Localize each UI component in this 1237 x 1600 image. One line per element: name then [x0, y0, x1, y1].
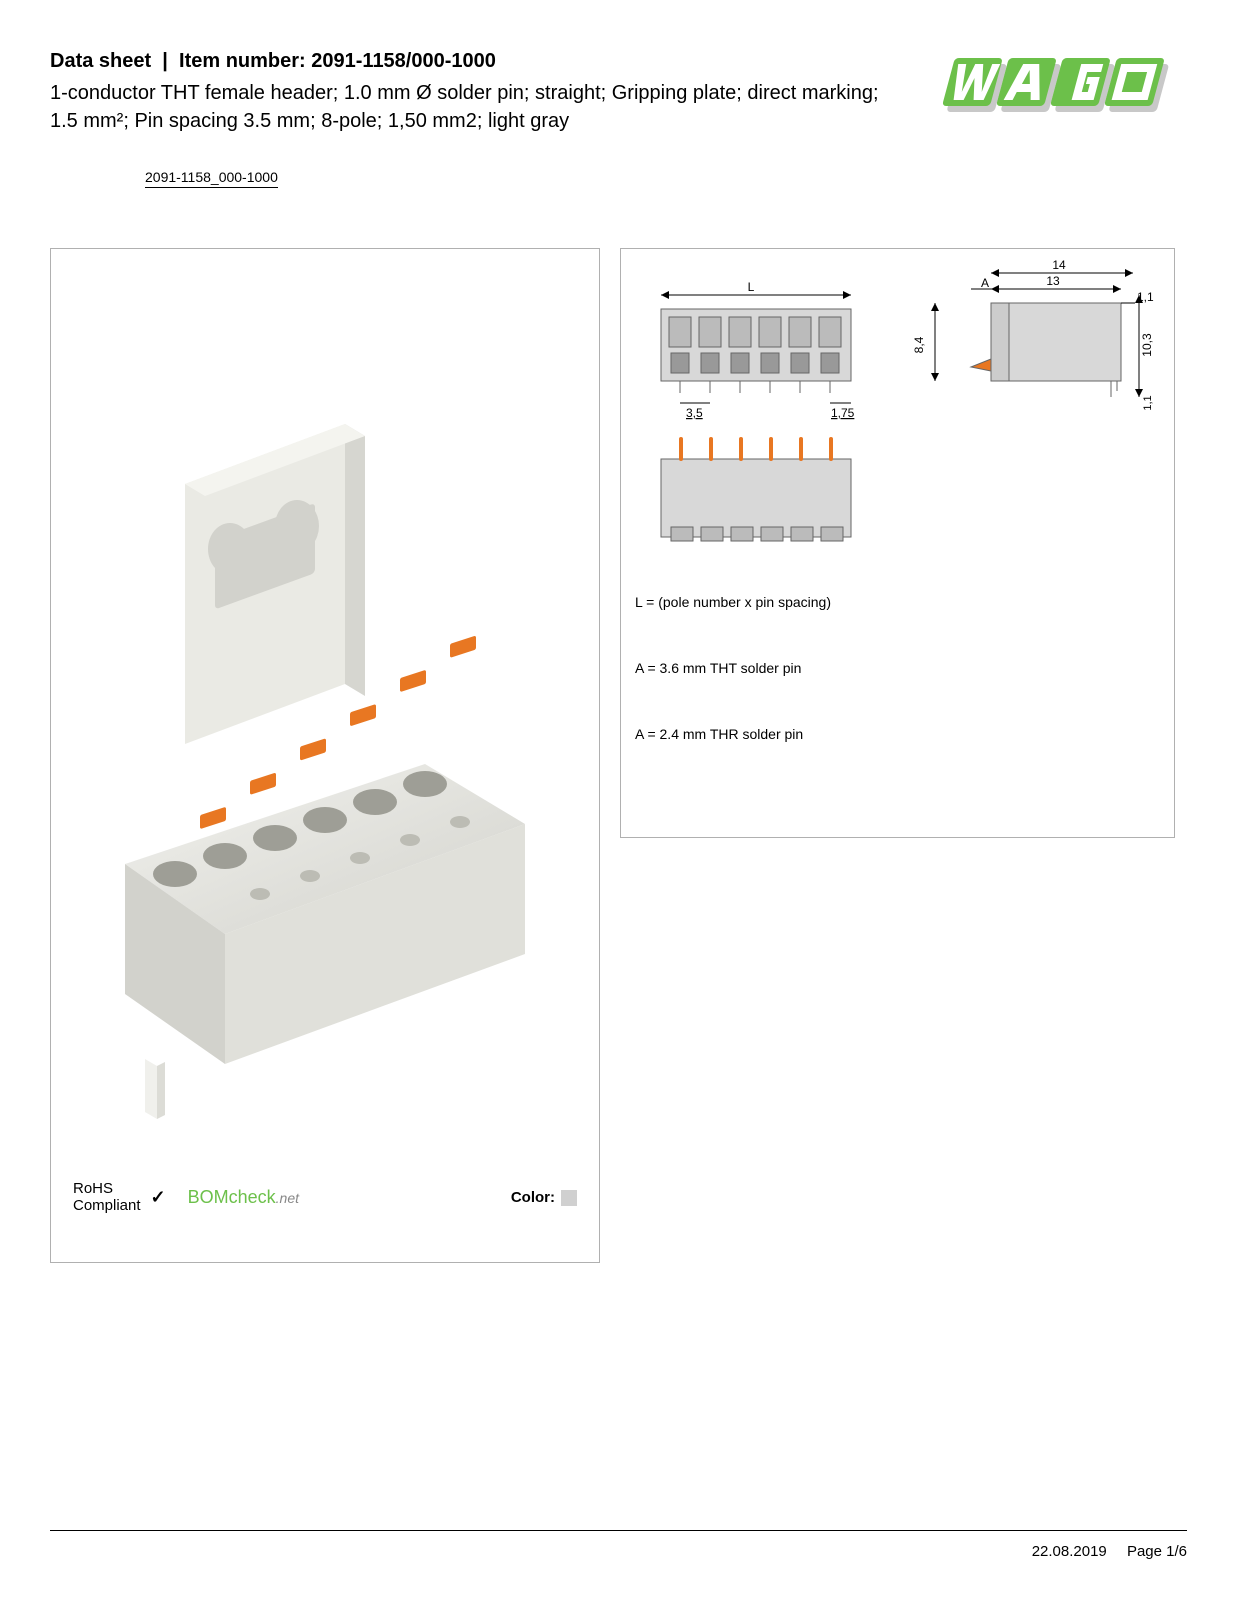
dim-half: 1,75 [831, 406, 855, 420]
product-render [59, 257, 591, 1171]
dim-84: 8,4 [912, 336, 926, 353]
dim-14: 14 [1052, 259, 1066, 272]
subtitle: 1-conductor THT female header; 1.0 mm Ø … [50, 79, 887, 135]
footer-page: Page 1/6 [1127, 1543, 1187, 1560]
note-A-thr: A = 2.4 mm THR solder pin [635, 726, 1164, 742]
datasheet-label: Data sheet [50, 50, 151, 72]
compliance-row: RoHS Compliant ✓ BOMcheck.net Color: [59, 1171, 591, 1254]
rohs-line2: Compliant [73, 1198, 141, 1215]
dim-L: L [748, 280, 755, 294]
product-image-panel: RoHS Compliant ✓ BOMcheck.net Color: [50, 248, 600, 1263]
note-A-tht: A = 3.6 mm THT solder pin [635, 660, 1164, 676]
item-number: 2091-1158/000-1000 [311, 50, 496, 72]
dim-13: 13 [1046, 274, 1060, 288]
item-label: Item number: [179, 50, 306, 72]
title-line: Data sheet | Item number: 2091-1158/000-… [50, 50, 887, 73]
color-swatch [561, 1190, 577, 1206]
wago-logo [927, 50, 1187, 120]
note-L: L = (pole number x pin spacing) [635, 594, 1164, 610]
part-link[interactable]: 2091-1158_000-1000 [145, 169, 278, 188]
dim-103: 10,3 [1140, 333, 1154, 357]
color-label: Color: [511, 1189, 555, 1206]
footer: 22.08.2019 Page 1/6 [50, 1530, 1187, 1560]
color-indicator: Color: [511, 1189, 577, 1206]
separator: | [162, 50, 168, 72]
bomcheck-logo: BOMcheck.net [188, 1187, 299, 1208]
rohs-badge: RoHS Compliant ✓ [73, 1181, 166, 1214]
bomcheck-suffix: .net [276, 1190, 299, 1206]
dimension-drawings: L 3,5 1,75 [631, 259, 1164, 564]
check-icon: ✓ [151, 1187, 166, 1208]
footer-date: 22.08.2019 [1032, 1543, 1107, 1560]
rohs-line1: RoHS [73, 1181, 141, 1198]
dimensions-panel: L 3,5 1,75 [620, 248, 1175, 838]
dim-pitch: 3,5 [686, 406, 703, 420]
bomcheck-text: BOMcheck [188, 1187, 276, 1207]
dim-A: A [981, 276, 989, 290]
dim-bot11: 1,1 [1142, 395, 1154, 410]
